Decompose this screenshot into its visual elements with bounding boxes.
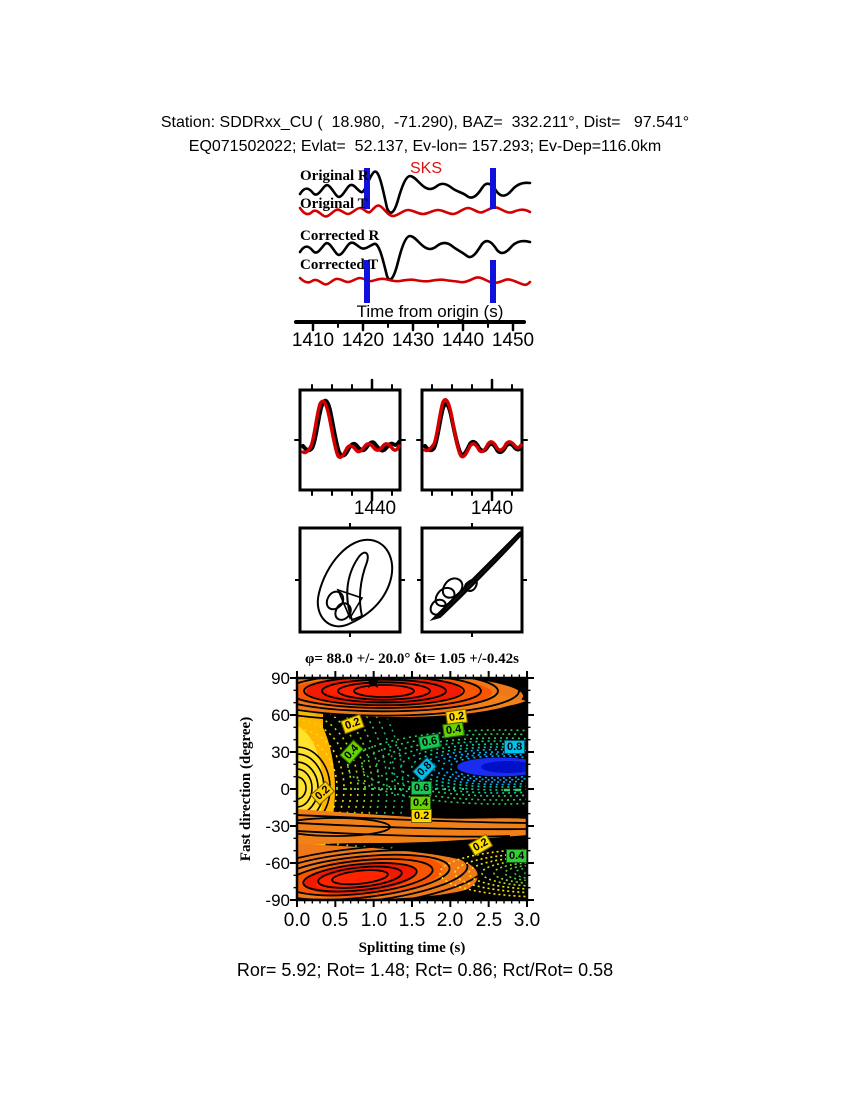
comparison-ticks (294, 378, 528, 502)
cmp-right-red-trace (423, 398, 523, 459)
window-markers (364, 168, 496, 303)
pm-right-loop (434, 586, 456, 607)
contour-label-chip: 0.2 (411, 809, 433, 823)
phase-label-sks: SKS (410, 160, 443, 177)
contour-title: φ= 88.0 +/- 20.0° δt= 1.05 +/-0.42s (305, 651, 519, 667)
pm-left-inner (346, 551, 369, 622)
contour-label-chip: 0.4 (506, 849, 528, 863)
time-axis-label: Time from origin (s) (356, 302, 504, 321)
trace-label-corrected-t: Corrected T (300, 257, 379, 273)
xtick-3: 3.0 (513, 910, 541, 931)
station-header-line1: Station: SDDRxx_CU ( 18.980, -71.290), B… (160, 114, 690, 131)
ytick-60: 60 (271, 706, 290, 725)
time-tick-1420: 1420 (341, 330, 385, 351)
ytick-30: 30 (271, 743, 290, 762)
xtick-25: 2.5 (475, 910, 503, 931)
contour-xlabel: Splitting time (s) (358, 940, 466, 956)
pm-ticks (295, 523, 527, 637)
ytick-m30: -30 (265, 817, 290, 836)
pm-left-loop (325, 590, 345, 611)
cmp-left-red-trace (301, 399, 401, 459)
top-maximum-region (298, 679, 526, 722)
cmp-left-tick-label: 1440 (353, 498, 397, 519)
event-header-line2: EQ071502022; Evlat= 52.137, Ev-lon= 157.… (188, 138, 662, 155)
comparison-panels (294, 378, 528, 502)
ytick-m90: -90 (265, 891, 290, 910)
trace-label-corrected-r: Corrected R (300, 228, 380, 244)
trace-original-t (298, 204, 532, 218)
pm-right-loop (441, 577, 464, 599)
trace-corrected-r (298, 234, 532, 281)
xtick-1: 1.0 (360, 910, 388, 931)
cmp-left-black-trace (301, 398, 401, 458)
pm-left-orbit (316, 538, 394, 628)
xtick-0: 0.0 (283, 910, 311, 931)
cmp-right-tick-label: 1440 (470, 498, 514, 519)
xtick-05: 0.5 (321, 910, 349, 931)
bottom-maximum-region (298, 844, 488, 899)
contour-axis-ticks (290, 671, 534, 907)
time-tick-1430: 1430 (391, 330, 435, 351)
best-fit-star (365, 679, 381, 689)
pm-right-loop (464, 578, 478, 592)
time-tick-1450: 1450 (491, 330, 535, 351)
ytick-90: 90 (271, 669, 290, 688)
minimum-contours (347, 729, 526, 805)
bottom-right-dotted-contours (439, 848, 526, 898)
band-minus30 (298, 809, 526, 846)
contour-label-chip: 0.6 (411, 781, 433, 795)
results-line: Ror= 5.92; Rot= 1.48; Rct= 0.86; Rct/Rot… (236, 960, 614, 980)
seismogram-panel (294, 168, 532, 332)
trace-label-original-t: Original T (300, 196, 368, 212)
contour-label-chip: 0.4 (410, 796, 432, 810)
trace-original-r (298, 170, 532, 214)
time-tick-1410: 1410 (291, 330, 335, 351)
particle-motion-panels (295, 523, 527, 637)
ytick-m60: -60 (265, 854, 290, 873)
time-axis-ticks (311, 320, 515, 332)
ytick-0: 0 (280, 780, 290, 799)
pm-right-loop (429, 598, 447, 616)
xtick-2: 2.0 (436, 910, 464, 931)
contour-label-chip: 0.8 (504, 740, 526, 754)
xtick-15: 1.5 (398, 910, 426, 931)
time-tick-1440: 1440 (441, 330, 485, 351)
trace-label-original-r: Original R (300, 168, 369, 184)
contour-label-chip: 0.4 (442, 721, 466, 739)
pm-left-loop (334, 602, 352, 621)
